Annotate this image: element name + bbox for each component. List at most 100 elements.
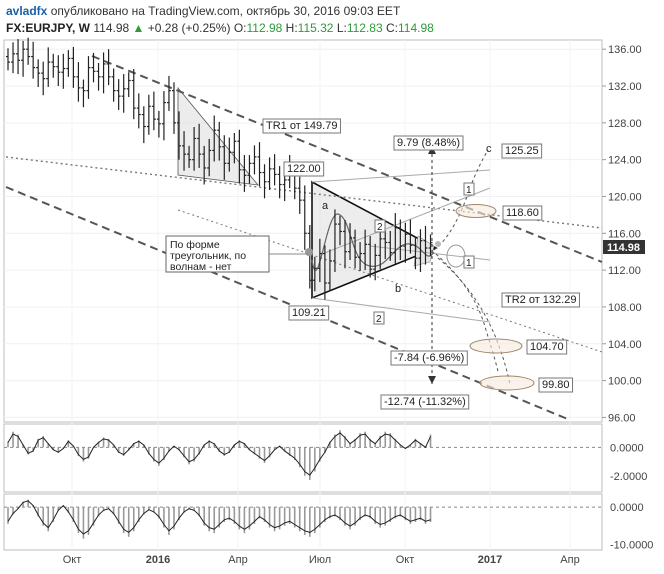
label-box xyxy=(502,205,543,221)
label-99: 99.80 xyxy=(538,377,574,393)
osc-tick-label: 0.0000 xyxy=(610,502,644,514)
label-box xyxy=(288,305,330,321)
symbol-name[interactable]: FX:EURJPY, W xyxy=(6,21,91,35)
y-tick-label: 128.00 xyxy=(608,118,642,130)
y-tick-label: 136.00 xyxy=(608,44,642,56)
oscillator-2: 0.0000 -10.0000 xyxy=(4,499,653,551)
x-tick-label: Июл xyxy=(309,554,331,566)
label-125: 125.25 xyxy=(501,143,543,159)
triangle-note-line-3: волнам - нет xyxy=(170,261,232,273)
oscillator-1: 0.0000 -2.0000 xyxy=(4,430,647,483)
open-label: O: xyxy=(233,21,247,35)
label-down-1-text: -7.84 (-6.96%) xyxy=(394,352,464,364)
projection-line-2 xyxy=(311,297,491,323)
x-tick-label: Окт xyxy=(396,554,415,566)
projection-arrow-up xyxy=(433,149,489,251)
label-box xyxy=(390,350,468,366)
svg-text:2: 2 xyxy=(377,222,383,233)
triangle-note-line-2: треугольник, по xyxy=(170,250,246,262)
oscillator-1-frame xyxy=(3,423,603,493)
osc-line xyxy=(7,432,431,476)
x-tick-label: Апр xyxy=(560,554,579,566)
oscillator-2-frame xyxy=(3,493,603,551)
label-upside: 9.79 (8.48%) xyxy=(393,135,464,151)
label-104: 104.70 xyxy=(526,339,568,355)
candlestick-series xyxy=(6,37,433,300)
y-tick-label: 124.00 xyxy=(608,155,642,167)
osc-tick-label: -2.0000 xyxy=(610,471,647,483)
osc-tick-label: 0.0000 xyxy=(610,442,644,454)
label-upside-text: 9.79 (8.48%) xyxy=(397,137,460,149)
wave-label-b: b xyxy=(395,283,401,295)
price-change: +0.28 (+0.25%) xyxy=(147,21,231,35)
triangle-note: По форме треугольник, по волнам - нет xyxy=(165,235,270,273)
label-125-text: 125.25 xyxy=(505,145,539,157)
label-99-text: 99.80 xyxy=(542,379,570,391)
close-value: 114.98 xyxy=(397,21,434,35)
y-tick-label: 100.00 xyxy=(608,376,642,388)
high-value: 115.32 xyxy=(297,21,334,35)
time-axis: Окт 2016 Апр Июл Окт 2017 Апр xyxy=(63,554,580,566)
last-price: 114.98 xyxy=(93,21,130,35)
svg-text:1: 1 xyxy=(466,258,472,269)
marker-1-lower: 1 xyxy=(463,255,475,269)
change-arrow-icon: ▲ xyxy=(132,21,145,35)
label-104-text: 104.70 xyxy=(530,341,564,353)
triangle-shape-1 xyxy=(177,86,259,186)
price-panel-frame xyxy=(3,39,603,423)
label-box xyxy=(262,118,341,134)
x-tick-label: 2017 xyxy=(478,554,502,566)
pivot-dot-right xyxy=(435,241,441,247)
last-price-tag-text: 114.98 xyxy=(607,242,640,254)
svg-text:2: 2 xyxy=(376,314,382,325)
trend-line-tr1 xyxy=(91,55,603,263)
trend-line-tr2 xyxy=(5,186,571,421)
label-109-text: 109.21 xyxy=(292,307,326,319)
projection-arrow-down-1 xyxy=(435,253,499,373)
pivot-dot-left xyxy=(305,248,313,256)
label-122-text: 122.00 xyxy=(287,163,321,175)
x-tick-label: 2016 xyxy=(146,554,170,566)
price-axis: 136.00 132.00 128.00 124.00 120.00 116.00 112.… xyxy=(602,44,642,424)
target-ellipse-118 xyxy=(455,204,497,218)
osc-line xyxy=(7,500,431,535)
wave-label-a: a xyxy=(322,200,329,212)
close-label: C: xyxy=(385,21,398,35)
osc-tick-label: -10.0000 xyxy=(610,539,653,551)
label-box xyxy=(283,161,325,177)
high-label: H: xyxy=(285,21,298,35)
label-box xyxy=(526,339,568,355)
y-tick-label: 112.00 xyxy=(608,265,641,277)
publish-info: опубликовано на TradingView.com, октябрь… xyxy=(50,4,401,18)
chart-publish-header: avladfx опубликовано на TradingView.com,… xyxy=(6,4,400,18)
measure-arrow-down-icon xyxy=(428,376,436,384)
label-box xyxy=(380,394,470,410)
wave-label-c: c xyxy=(486,143,492,155)
low-label: L: xyxy=(336,21,347,35)
label-118: 118.60 xyxy=(502,205,543,221)
author-name[interactable]: avladfx xyxy=(6,4,48,18)
marker-2-lower: 2 xyxy=(373,311,385,325)
target-ellipse-99 xyxy=(479,375,535,391)
x-tick-label: Окт xyxy=(63,554,82,566)
projection-line-1 xyxy=(311,169,491,183)
label-118-text: 118.60 xyxy=(506,207,539,219)
label-tr1-text: TR1 от 149.79 xyxy=(266,120,337,132)
marker-2-upper: 2 xyxy=(374,219,386,233)
y-tick-label: 132.00 xyxy=(608,81,642,93)
label-down-2-text: -12.74 (-11.32%) xyxy=(384,396,466,408)
last-price-tag: 114.98 xyxy=(603,240,645,254)
y-tick-label: 120.00 xyxy=(608,191,642,203)
symbol-legend: FX:EURJPY, W 114.98 ▲ +0.28 (+0.25%) O:1… xyxy=(6,21,434,35)
wave-path xyxy=(311,213,435,271)
label-box xyxy=(501,292,580,308)
label-down-2: -12.74 (-11.32%) xyxy=(380,394,470,410)
open-value: 112.98 xyxy=(246,21,283,35)
label-box xyxy=(538,377,574,393)
label-tr1: TR1 от 149.79 xyxy=(262,118,341,134)
triangle-note-line-1: По форме xyxy=(170,239,220,251)
y-tick-label: 104.00 xyxy=(608,339,642,351)
label-tr2-text: TR2 от 132.29 xyxy=(505,294,576,306)
marker-1-upper: 1 xyxy=(463,182,475,196)
